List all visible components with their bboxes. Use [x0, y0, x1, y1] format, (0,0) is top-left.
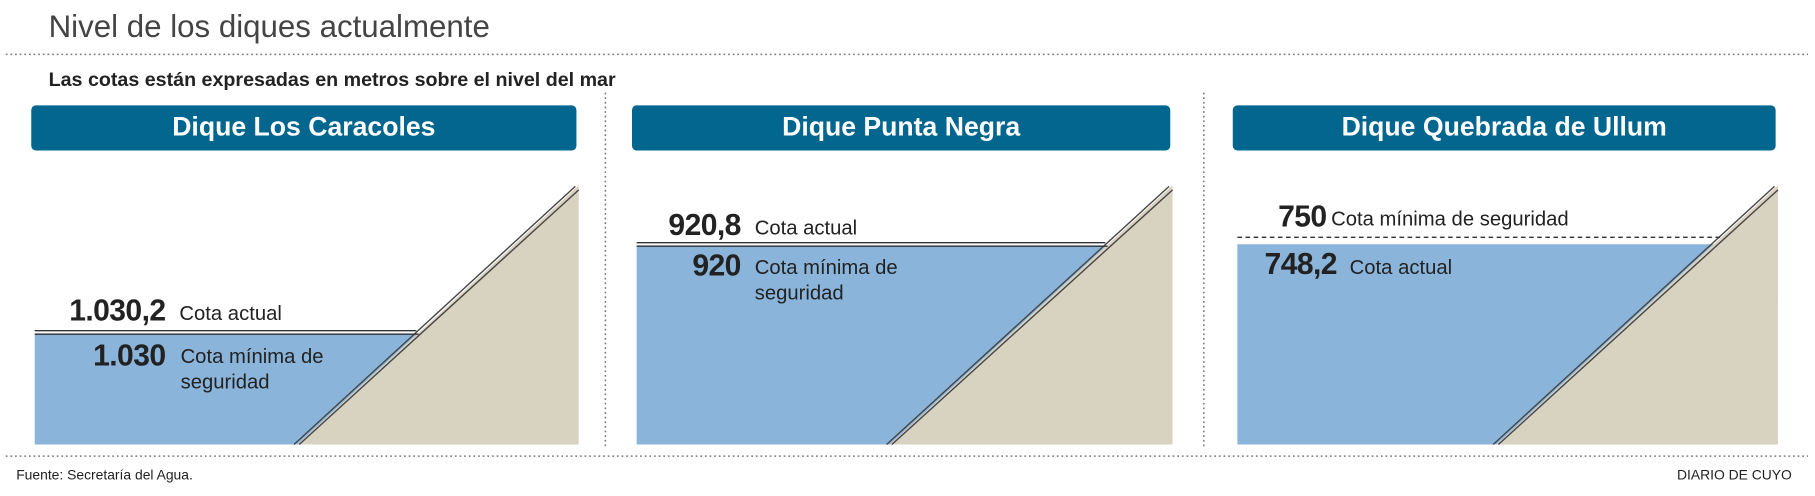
dam-edge — [1497, 189, 1779, 446]
source: Fuente: Secretaría del Agua. — [16, 466, 193, 482]
level-label: Cota mínima de — [755, 257, 898, 279]
water — [34, 333, 419, 445]
dam-name: Dique Los Caracoles — [172, 112, 435, 142]
panel-header — [31, 105, 577, 151]
level-value: 920,8 — [668, 209, 740, 242]
water — [636, 245, 1108, 445]
dam — [890, 185, 1173, 445]
level-label: Cota actual — [755, 218, 857, 240]
level-label: Cota mínima de seguridad — [1331, 208, 1569, 230]
dam-edge — [886, 185, 1170, 446]
dam-edge — [298, 189, 580, 446]
dam-edge — [293, 185, 576, 446]
dam — [297, 185, 579, 445]
level-label: Cota mínima de — [181, 346, 324, 368]
level-value: 748,2 — [1265, 248, 1337, 281]
level-label: seguridad — [755, 282, 844, 304]
level-label: Cota actual — [1350, 257, 1452, 279]
level-label: seguridad — [181, 371, 270, 393]
level-value: 1.030 — [93, 340, 165, 373]
dam-edge — [891, 189, 1174, 446]
dam — [1496, 185, 1778, 445]
panel-header — [1232, 105, 1776, 151]
panels: Dique Los Caracoles 1.030,2 Cota actual 1.0… — [31, 105, 1779, 446]
dam-edge — [1492, 185, 1775, 446]
level-value: 750 — [1278, 201, 1326, 234]
dam-name: Dique Quebrada de Ullum — [1342, 112, 1667, 142]
subtitle: Las cotas están expresadas en metros sob… — [49, 69, 616, 91]
panel-header — [632, 105, 1171, 151]
level-value: 920 — [692, 249, 740, 282]
water — [1237, 244, 1714, 445]
dam-name: Dique Punta Negra — [782, 112, 1020, 142]
title: Nivel de los diques actualmente — [49, 9, 490, 44]
brand: DIARIO DE CUYO — [1677, 466, 1792, 482]
level-value: 1.030,2 — [69, 294, 165, 327]
level-label: Cota actual — [179, 303, 281, 325]
